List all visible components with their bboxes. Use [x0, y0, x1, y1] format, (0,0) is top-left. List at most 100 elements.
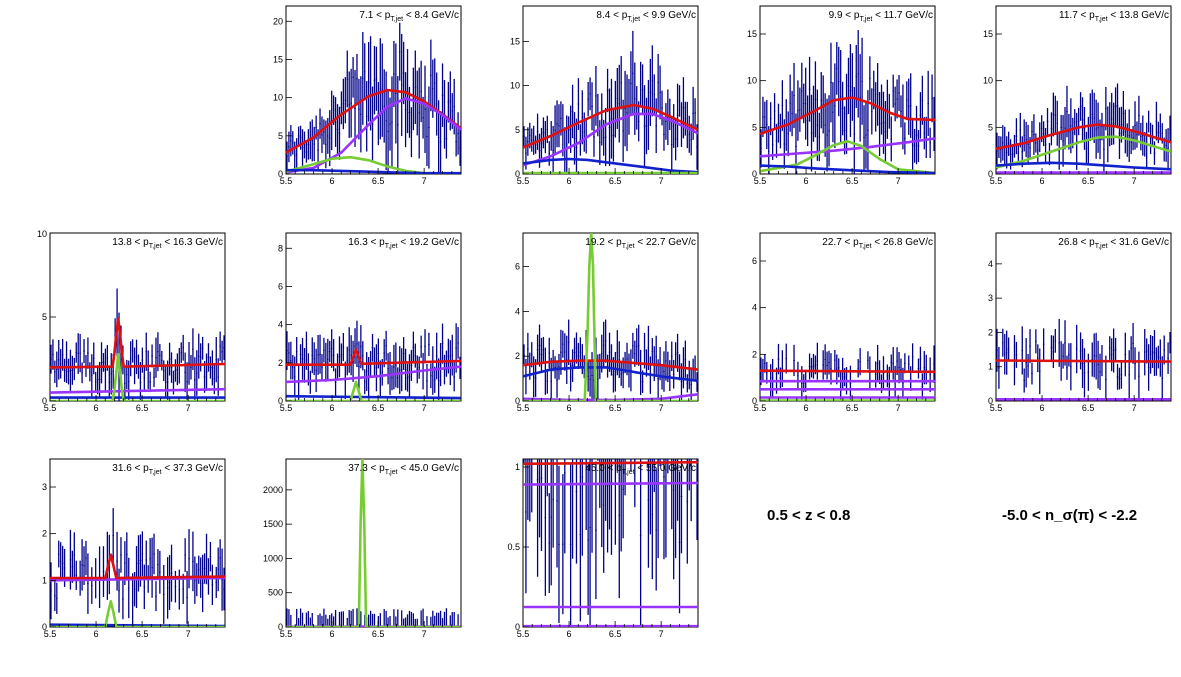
panel-title: 9.9 < pT,jet < 11.7 GeV/c	[829, 10, 933, 23]
x-tick-label: 7	[896, 403, 901, 413]
x-axis: 5.5 6 6.5 7	[517, 621, 699, 639]
plot-frame	[759, 5, 936, 175]
x-tick-label: 7	[422, 176, 427, 186]
x-tick-label: 6	[94, 403, 99, 413]
series-green-curve	[50, 352, 225, 401]
x-axis: 5.5 6 6.5 7	[754, 168, 936, 186]
panel-1: 5.5 6 6.5 7 0 5 10 15 20 7.1 < pT,jet < 8.4 GeV/c	[273, 5, 462, 186]
series-red-curve	[286, 348, 461, 367]
y-tick-label: 4	[752, 303, 757, 313]
x-tick-label: 7	[1132, 176, 1137, 186]
plot-frame	[995, 5, 1172, 175]
data-points	[523, 459, 698, 627]
y-axis: 00.51	[507, 462, 529, 632]
series-violet-curve	[286, 365, 461, 384]
y-tick-label: 0	[278, 396, 283, 406]
x-axis: 5.5 6 6.5 7	[990, 395, 1172, 413]
y-axis: 0 500 1000 1500 2000	[263, 485, 292, 632]
y-tick-label: 0	[278, 622, 283, 632]
x-tick-label: 6	[567, 403, 572, 413]
x-tick-label: 7	[186, 403, 191, 413]
x-tick-label: 6	[94, 629, 99, 639]
x-tick-label: 6	[330, 629, 335, 639]
panel-4: 5.5 6 6.5 7 0 5 10 15 11.7 < pT,jet < 13.8 GeV/c	[983, 5, 1172, 186]
series-red-curve	[996, 359, 1171, 363]
series-blue-curve	[523, 157, 698, 174]
y-tick-label: 2	[752, 349, 757, 359]
panel-3: 5.5 6 6.5 7 0 5 10 15 9.9 < pT,jet < 11.7 GeV/c	[747, 5, 936, 186]
x-tick-label: 6	[567, 176, 572, 186]
series-green-curve	[760, 140, 935, 174]
x-tick-label: 6.5	[372, 403, 385, 413]
x-tick-label: 6.5	[609, 629, 622, 639]
x-tick-label: 5.5	[990, 176, 1003, 186]
panel-title: 22.7 < pT,jet < 26.8 GeV/c	[822, 237, 933, 250]
y-tick-label: 15	[983, 29, 993, 39]
y-tick-label: 0	[515, 396, 520, 406]
x-tick-label: 5.5	[280, 403, 293, 413]
y-tick-label: 6	[752, 256, 757, 266]
y-tick-label: 0	[752, 169, 757, 179]
x-tick-label: 5.5	[280, 176, 293, 186]
y-tick-label: 1	[42, 575, 47, 585]
y-tick-label: 4	[515, 306, 520, 316]
data-points	[996, 318, 1171, 401]
x-tick-label: 6.5	[1082, 403, 1095, 413]
plot-frame	[995, 232, 1172, 402]
nsigma-range-label: -5.0 < n_σ(π) < -2.2	[1002, 507, 1138, 524]
panel-11: 5.5 6 6.5 7 0 500 1000 1500 2000 37.3 < pT,jet < …	[263, 458, 462, 639]
x-tick-label: 6	[567, 629, 572, 639]
y-tick-label: 10	[273, 93, 283, 103]
x-tick-label: 6	[330, 403, 335, 413]
y-axis: 0 5 10	[37, 229, 56, 406]
x-axis: 5.5 6 6.5 7	[990, 168, 1172, 186]
panel-title: 11.7 < pT,jet < 13.8 GeV/c	[1059, 10, 1169, 23]
panel-6: 5.5 6 6.5 7 0 2 4 6 8 16.3 < pT,jet < 19.2 GeV/c	[278, 232, 462, 413]
y-tick-label: 500	[268, 588, 283, 598]
series-red-curve	[760, 96, 935, 136]
y-axis: 0 5 10 15	[510, 36, 529, 179]
x-tick-label: 5.5	[517, 403, 530, 413]
panel-title: 45.0 < pT,jet < 55.0 GeV/c	[585, 463, 696, 476]
series-violet-curve	[286, 97, 461, 174]
data-points	[760, 30, 935, 174]
series-blue-curve	[286, 394, 461, 400]
series-red-curve	[523, 460, 698, 466]
y-tick-label: 5	[988, 122, 993, 132]
y-tick-label: 0	[515, 169, 520, 179]
series-red-curve	[50, 317, 225, 369]
y-tick-label: 0	[988, 169, 993, 179]
panel-title: 19.2 < pT,jet < 22.7 GeV/c	[585, 237, 696, 250]
y-tick-label: 0	[42, 396, 47, 406]
x-tick-label: 7	[659, 403, 664, 413]
y-tick-label: 8	[278, 243, 283, 253]
x-tick-label: 6	[330, 176, 335, 186]
y-axis: 0 1 2 3 4	[988, 259, 1002, 406]
x-tick-label: 6	[804, 403, 809, 413]
x-tick-label: 5.5	[517, 176, 530, 186]
series-violet-curve	[523, 112, 698, 167]
x-axis: 5.5 6 6.5 7	[44, 395, 226, 413]
series-red-curve	[760, 369, 935, 374]
y-tick-label: 6	[515, 262, 520, 272]
y-tick-label: 2000	[263, 485, 283, 495]
y-axis: 0 5 10 15	[983, 29, 1002, 179]
y-tick-label: 20	[273, 16, 283, 26]
y-tick-label: 1500	[263, 519, 283, 529]
x-axis: 5.5 6 6.5 7	[280, 168, 462, 186]
z-range-label: 0.5 < z < 0.8	[767, 507, 851, 524]
plot-frame	[522, 458, 699, 628]
plot-frame	[49, 232, 226, 402]
series-red-curve	[996, 123, 1171, 151]
plot-frame	[285, 458, 462, 628]
y-tick-label: 3	[988, 293, 993, 303]
plot-frame	[522, 232, 699, 402]
y-tick-label: 4	[278, 320, 283, 330]
x-tick-label: 6	[1040, 403, 1045, 413]
y-tick-label: 0	[278, 169, 283, 179]
series-green-curve	[523, 233, 698, 401]
y-tick-label: 6	[278, 281, 283, 291]
y-tick-label: 0	[42, 622, 47, 632]
series-green-curve	[50, 599, 225, 627]
x-tick-label: 7	[1132, 403, 1137, 413]
